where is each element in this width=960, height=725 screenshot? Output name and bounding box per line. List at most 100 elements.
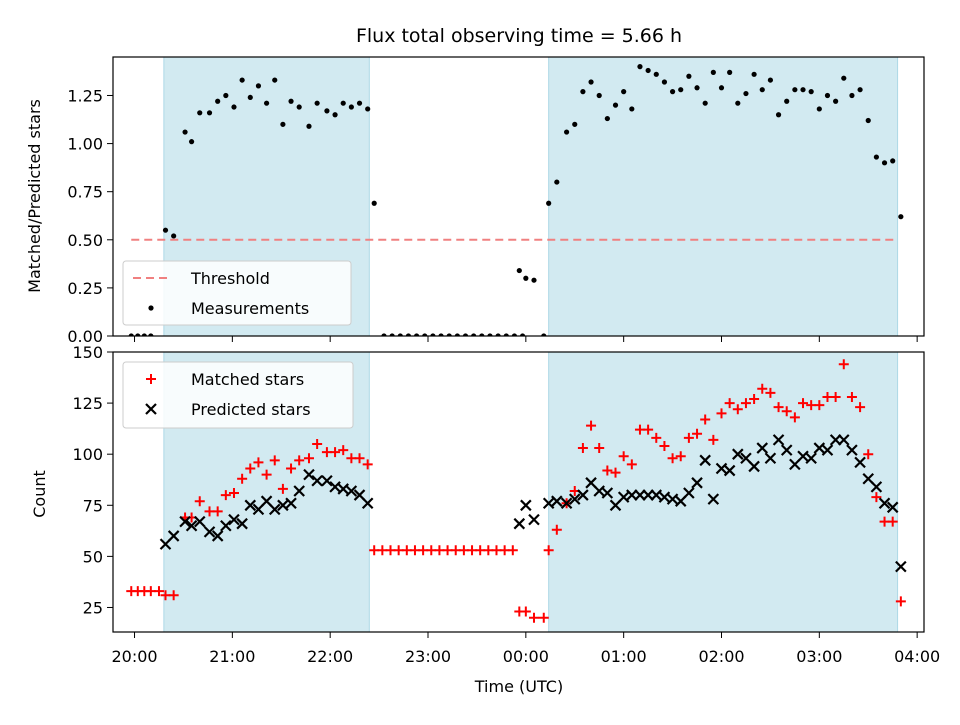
data-point <box>528 612 539 623</box>
data-point <box>718 85 725 91</box>
data-point <box>228 513 240 526</box>
x-tick-label: 22:00 <box>307 647 353 666</box>
data-point <box>311 474 323 487</box>
data-point <box>854 456 866 469</box>
data-point <box>568 493 581 505</box>
data-point <box>764 452 777 465</box>
data-point <box>361 497 374 510</box>
data-point <box>577 489 589 501</box>
data-point <box>757 383 768 394</box>
data-point <box>849 92 855 99</box>
data-point <box>702 100 708 106</box>
data-point <box>371 200 377 206</box>
data-point <box>678 87 684 93</box>
count-panel: 25 50 75 100 125 150 20:00 21:00 22:00 23:00 00:00… <box>72 343 940 666</box>
data-point <box>546 200 552 206</box>
data-point <box>513 517 526 530</box>
data-point <box>586 420 597 431</box>
data-point <box>871 492 882 503</box>
data-point <box>340 100 346 106</box>
data-point <box>197 110 203 116</box>
data-point <box>735 100 741 106</box>
data-point <box>193 515 206 528</box>
data-point <box>601 487 614 499</box>
data-point <box>838 434 850 446</box>
data-point <box>220 519 232 532</box>
x-tick-label: 21:00 <box>209 647 255 666</box>
data-point <box>206 110 213 116</box>
data-point <box>621 89 627 95</box>
data-point <box>194 496 205 507</box>
data-point <box>645 67 651 74</box>
data-point <box>228 488 239 499</box>
data-point <box>312 438 323 449</box>
data-point <box>560 497 573 510</box>
data-point <box>520 499 532 512</box>
data-point <box>749 394 760 405</box>
legend: Threshold Measurements <box>122 260 352 326</box>
data-point <box>723 464 736 477</box>
data-point <box>751 71 757 77</box>
shaded-span <box>548 56 899 337</box>
y-tick-label: 150 <box>72 343 103 362</box>
data-point <box>667 453 678 464</box>
data-point <box>683 487 695 499</box>
data-point <box>381 333 387 336</box>
legend: Matched stars Predicted stars <box>122 361 354 429</box>
data-point <box>759 87 765 93</box>
data-point <box>865 117 871 124</box>
data-point <box>881 160 888 166</box>
data-point <box>659 441 670 452</box>
data-point <box>389 333 395 336</box>
data-point <box>686 73 692 79</box>
data-point <box>692 428 703 439</box>
data-point <box>168 590 179 601</box>
data-point <box>775 112 782 118</box>
bottom-y-axis-label: Count <box>30 470 49 518</box>
data-point <box>507 545 518 556</box>
data-point <box>651 432 662 443</box>
data-point <box>813 442 826 454</box>
data-point <box>345 485 358 497</box>
data-point <box>487 333 493 336</box>
data-point <box>756 442 769 454</box>
data-point <box>873 154 879 160</box>
data-point <box>727 69 733 75</box>
y-tick-label: 1.00 <box>67 135 103 154</box>
data-point <box>604 115 610 122</box>
legend-label: Measurements <box>191 299 309 318</box>
data-point <box>503 333 509 336</box>
data-point <box>650 489 663 501</box>
data-point <box>637 64 643 70</box>
data-point <box>153 586 164 597</box>
data-point <box>413 333 420 336</box>
data-point <box>838 359 849 370</box>
data-point <box>329 481 341 493</box>
y-tick-label: 0.50 <box>67 231 103 250</box>
data-point <box>255 83 262 89</box>
data-point <box>846 391 857 402</box>
y-tick-label: 0.00 <box>67 327 103 346</box>
data-point <box>724 398 735 409</box>
x-tick-label: 20:00 <box>111 647 157 666</box>
data-point <box>239 77 245 83</box>
data-point <box>863 449 874 460</box>
chart-title: Flux total observing time = 5.66 h <box>356 25 682 47</box>
plot-frame <box>112 56 925 337</box>
data-point <box>661 79 668 85</box>
y-tick-label: 0.25 <box>67 279 103 298</box>
data-point <box>765 387 776 398</box>
data-point <box>354 453 365 464</box>
data-point <box>602 465 613 476</box>
data-point <box>293 485 305 497</box>
data-point <box>563 129 570 135</box>
data-point <box>211 530 224 542</box>
data-point <box>272 77 278 83</box>
data-point <box>203 526 216 538</box>
data-point <box>479 333 485 336</box>
y-tick-label: 125 <box>72 394 103 413</box>
data-point <box>338 445 349 456</box>
data-point <box>422 333 428 336</box>
data-point <box>231 104 237 110</box>
data-point <box>294 455 305 466</box>
